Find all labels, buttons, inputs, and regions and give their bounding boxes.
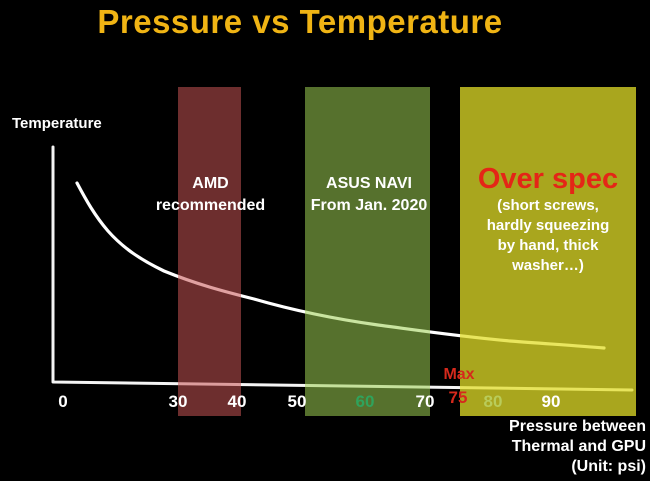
x-tick-80: 80: [483, 392, 503, 411]
x-axis-label-line1: Pressure between: [509, 418, 646, 435]
x-tick-70: 70: [415, 392, 435, 411]
x-axis-label-line3: (Unit: psi): [571, 458, 646, 475]
chart-title: Pressure vs Temperature: [97, 3, 503, 40]
x-tick-40: 40: [227, 392, 247, 411]
x-axis-label-line2: Thermal and GPU: [511, 438, 646, 455]
band-label-amd-line1: AMD: [192, 175, 229, 192]
max-marker-word: Max: [443, 366, 475, 383]
x-tick-30: 30: [168, 392, 188, 411]
x-tick-50: 50: [287, 392, 307, 411]
x-tick-90: 90: [541, 392, 561, 411]
x-tick-60: 60: [355, 392, 375, 411]
x-axis-label: Pressure between Thermal and GPU (Unit: …: [426, 417, 646, 477]
band-amd-recommended: [178, 87, 241, 416]
band-label-asus-line1: ASUS NAVI: [326, 175, 412, 192]
x-tick-0: 0: [58, 392, 68, 411]
axis-lines: [51, 145, 634, 392]
band-label-over-spec: Over spec (short screws, hardly squeezin…: [460, 162, 636, 276]
y-axis-label: Temperature: [12, 115, 102, 132]
over-spec-line4: washer…): [512, 257, 584, 274]
over-spec-line2: hardly squeezing: [486, 217, 610, 234]
band-label-asus: ASUS NAVI From Jan. 2020: [288, 173, 450, 217]
over-spec-heading: Over spec: [477, 163, 619, 195]
band-over-spec: [460, 87, 636, 416]
band-label-amd: AMD recommended: [128, 173, 293, 217]
max-marker-value: 75: [448, 388, 468, 407]
band-label-amd-line2: recommended: [155, 197, 266, 214]
over-spec-line1: (short screws,: [497, 197, 599, 214]
over-spec-line3: by hand, thick: [497, 237, 599, 254]
band-asus-navi: [305, 87, 430, 416]
band-label-asus-line2: From Jan. 2020: [310, 197, 428, 214]
